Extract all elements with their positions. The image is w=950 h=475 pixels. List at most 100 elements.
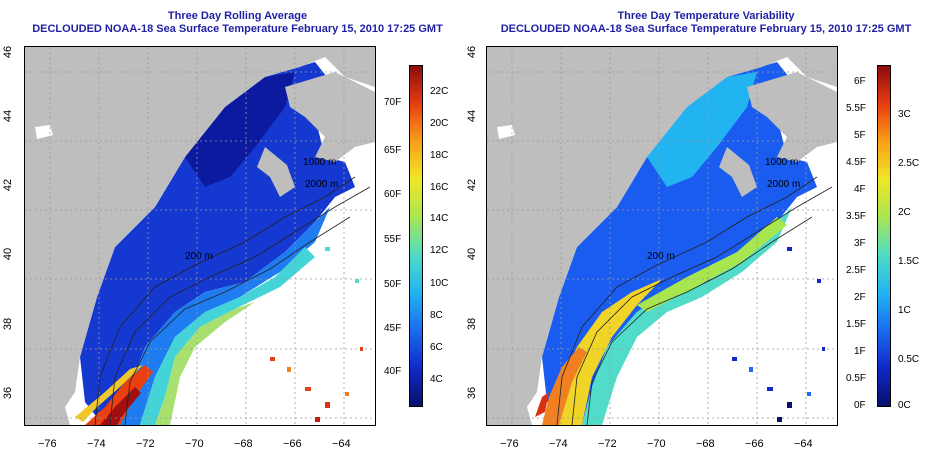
colorbar-f-label: 1F: [854, 346, 866, 357]
graticule: [487, 47, 837, 425]
panel-title: Three Day Temperature Variability: [617, 10, 795, 22]
var-gulf-red: [535, 392, 549, 417]
colorbar-f-label: 2.5F: [846, 265, 867, 276]
sst-green-edge: [155, 302, 255, 425]
sst-mid-band: [120, 207, 330, 425]
colorbar-f-label: 5F: [854, 130, 866, 141]
colorbar-f-label: 60F: [384, 189, 402, 200]
contour-label: 1000 m: [765, 157, 798, 168]
lon-label: −74: [87, 438, 106, 450]
colorbar-f-label: 6F: [854, 76, 866, 87]
colorbar-c-label: 1C: [898, 305, 911, 316]
colorbar-c-label: 20C: [430, 118, 449, 129]
var-green-front: [637, 217, 787, 312]
colorbar-c-label: 18C: [430, 150, 449, 161]
colorbar-f-label: 0.5F: [846, 373, 867, 384]
colorbar-f-label: 5.5F: [846, 103, 867, 114]
lon-label: −70: [647, 438, 666, 450]
lat-label: 38: [466, 317, 479, 331]
lon-label: −68: [696, 438, 715, 450]
colorbar-c-label: 2.5C: [898, 158, 920, 169]
colorbar-f-label: 40F: [384, 366, 402, 377]
sst-gulf-core: [100, 387, 141, 425]
land-nova-scotia: [747, 72, 837, 162]
colorbar-c-label: 4C: [430, 374, 443, 385]
offshore-pixels: [270, 247, 363, 422]
colorbar-c-label: 12C: [430, 245, 449, 256]
land-mass: [25, 47, 375, 425]
colorbar: [877, 65, 891, 407]
lon-label: −70: [185, 438, 204, 450]
lon-label: −68: [234, 438, 253, 450]
colorbar-c-label: 0.5C: [898, 354, 920, 365]
colorbar-c-label: 1.5C: [898, 256, 920, 267]
colorbar-c-label: 3C: [898, 109, 911, 120]
land-cape-cod: [719, 147, 757, 197]
colorbar-c-label: 22C: [430, 86, 449, 97]
contour-label: 2000 m: [305, 179, 338, 190]
colorbar-c-label: 2C: [898, 207, 911, 218]
lat-label: 44: [2, 109, 15, 123]
colorbar-f-label: 0F: [854, 400, 866, 411]
land-nova-scotia: [285, 72, 375, 162]
map-graphic: 200 m 1000 m 2000 m: [487, 47, 837, 425]
lon-label: −64: [794, 438, 813, 450]
colorbar-c-label: 10C: [430, 278, 449, 289]
panel-subtitle: DECLOUDED NOAA-18 Sea Surface Temperatur…: [500, 23, 912, 35]
sst-shelf-warm: [140, 247, 315, 425]
offshore-pixels: [732, 247, 825, 422]
colorbar-c-label: 8C: [430, 310, 443, 321]
colorbar-f-label: 1.5F: [846, 319, 867, 330]
lon-label: −64: [332, 438, 351, 450]
panel-subtitle: DECLOUDED NOAA-18 Sea Surface Temperatur…: [32, 23, 443, 35]
lon-label: −76: [500, 438, 519, 450]
lat-label: 46: [466, 45, 479, 59]
lon-label: −72: [136, 438, 155, 450]
contour-label: 1000 m: [303, 157, 336, 168]
land-mass: [487, 47, 837, 425]
colorbar-c-label: 14C: [430, 213, 449, 224]
colorbar-f-label: 2F: [854, 292, 866, 303]
lat-label: 42: [2, 178, 15, 192]
sst-yellow-front: [75, 365, 143, 422]
variability-map: 200 m 1000 m 2000 m: [486, 46, 838, 426]
lat-label: 40: [466, 247, 479, 261]
colorbar-c-label: 6C: [430, 342, 443, 353]
colorbar-f-label: 4F: [854, 184, 866, 195]
lat-label: 40: [2, 247, 15, 261]
lon-label: −76: [38, 438, 57, 450]
colorbar: [409, 65, 423, 407]
colorbar-c-label: 16C: [430, 182, 449, 193]
contour-label: 200 m: [647, 251, 675, 262]
colorbar-f-label: 3.5F: [846, 211, 867, 222]
sst-gulf-stream: [85, 365, 153, 425]
var-band-orange: [542, 347, 587, 425]
colorbar-f-label: 65F: [384, 145, 402, 156]
bathymetry-contours: [556, 176, 833, 425]
colorbar-f-label: 50F: [384, 279, 402, 290]
land-cape-cod: [257, 147, 295, 197]
sst-map: 200 m 1000 m 2000 m: [24, 46, 376, 426]
lon-label: −74: [549, 438, 568, 450]
land-bay: [35, 125, 53, 139]
panel-temperature-variability: Three Day Temperature Variability DECLOU…: [462, 0, 950, 475]
panel-rolling-average: Three Day Rolling Average DECLOUDED NOAA…: [2, 10, 449, 450]
colorbar-f-label: 45F: [384, 323, 402, 334]
contour-label: 200 m: [185, 251, 213, 262]
map-graphic: 200 m 1000 m 2000 m: [25, 47, 375, 425]
colorbar-f-label: 70F: [384, 97, 402, 108]
bathymetry-contours: [94, 176, 371, 425]
lon-label: −66: [745, 438, 764, 450]
colorbar-f-label: 55F: [384, 234, 402, 245]
lat-label: 42: [466, 178, 479, 192]
colorbar-c-label: 0C: [898, 400, 911, 411]
lon-label: −72: [598, 438, 617, 450]
lat-label: 44: [466, 109, 479, 123]
sst-dark-bay: [185, 72, 295, 187]
var-cyan-patch: [647, 72, 757, 187]
colorbar-f-label: 4.5F: [846, 157, 867, 168]
panel-title: Three Day Rolling Average: [167, 10, 308, 22]
sst-cold-shelf: [80, 62, 355, 425]
lon-label: −66: [283, 438, 302, 450]
land-bay: [497, 125, 515, 139]
